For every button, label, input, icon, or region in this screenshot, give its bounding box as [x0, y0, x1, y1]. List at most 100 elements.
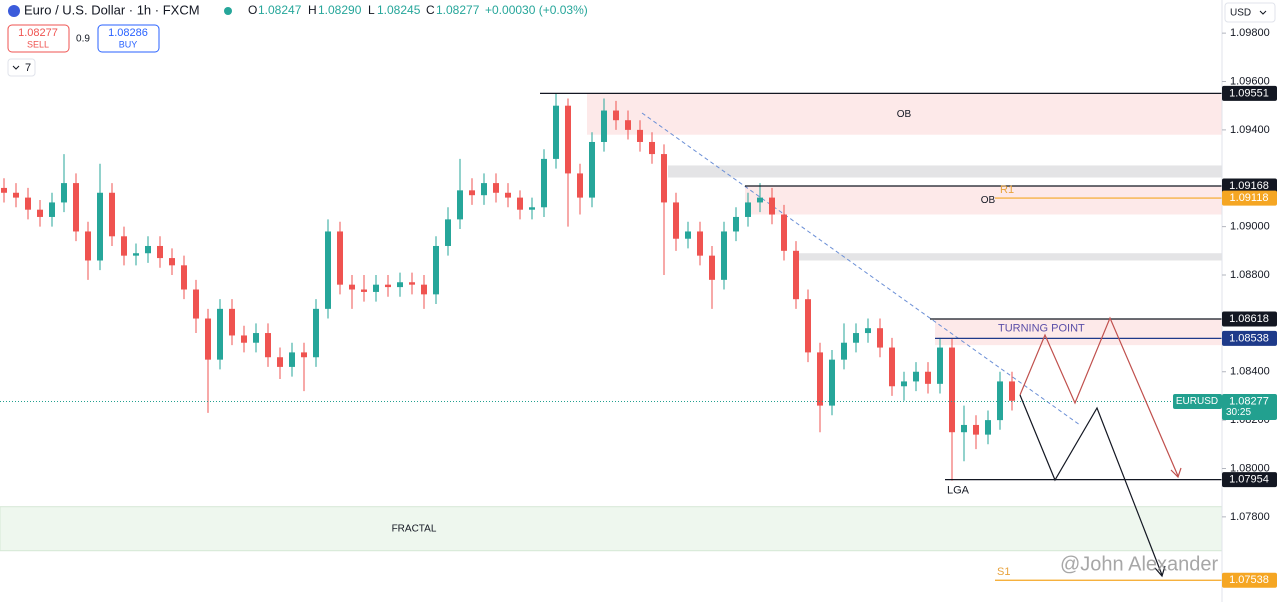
- levels: R1 TURNING POINT LGA S1: [0, 92, 1222, 581]
- y-tick-label: 1.08400: [1230, 366, 1270, 378]
- candle-body: [829, 359, 835, 406]
- level-label: R1: [1000, 184, 1014, 196]
- candle-body: [973, 424, 979, 435]
- y-tick-label: 1.07800: [1230, 511, 1270, 523]
- price-tag-label: 1.09118: [1230, 192, 1269, 204]
- zone: [587, 93, 1222, 135]
- status-dot: [224, 7, 232, 15]
- chevron: [12, 65, 20, 70]
- candle-body: [229, 308, 235, 336]
- candle-body: [301, 352, 307, 358]
- candle-body: [853, 333, 859, 343]
- projection-red: [1019, 316, 1179, 477]
- symbol: Euro / U.S. Dollar · 1h · FXCM: [24, 2, 200, 17]
- ohlc-label: L: [368, 3, 375, 17]
- zone-label: FRACTAL: [392, 523, 437, 534]
- currency: USD: [1230, 8, 1251, 19]
- last-price-tag: [1222, 393, 1277, 420]
- candle-body: [901, 381, 907, 387]
- price-tag: [1222, 572, 1277, 588]
- candle-body: [121, 236, 127, 256]
- zone: [745, 185, 1222, 215]
- projection-black: [1019, 394, 1163, 576]
- candle-body: [925, 371, 931, 384]
- candle-body: [553, 105, 559, 159]
- candle-body: [37, 209, 43, 217]
- candle-body: [61, 183, 67, 203]
- candle-body: [361, 289, 367, 292]
- candle-body: [733, 216, 739, 232]
- candle-body: [817, 352, 823, 406]
- countdown: 30:25: [1226, 407, 1251, 418]
- price-tag: [1222, 85, 1277, 101]
- candle-body: [157, 245, 163, 259]
- candle-body: [745, 202, 751, 217]
- candle-body: [97, 192, 103, 261]
- candle-body: [73, 183, 79, 232]
- symbol-icon: [8, 5, 20, 17]
- candle-body: [865, 328, 871, 334]
- candle-body: [169, 258, 175, 266]
- sell-label: SELL: [27, 39, 49, 49]
- candle-body: [637, 129, 643, 142]
- price-tag-label: 1.08618: [1229, 313, 1269, 325]
- candle-body: [721, 231, 727, 280]
- candle-body: [13, 192, 19, 198]
- zone: [795, 253, 1222, 261]
- zone-label: OB: [981, 195, 996, 206]
- candle-body: [649, 141, 655, 155]
- candle-body: [217, 308, 223, 360]
- candle-body: [85, 231, 91, 261]
- candle-body: [769, 197, 775, 215]
- candle-body: [193, 289, 199, 319]
- ohlc-label: C: [426, 3, 435, 17]
- price-tag: [1222, 311, 1277, 327]
- candle-body: [985, 420, 991, 435]
- candle-body: [205, 318, 211, 360]
- price-tag: [1222, 472, 1277, 488]
- price-tag-label: 1.07954: [1229, 474, 1269, 486]
- candle-body: [253, 333, 259, 343]
- candle-body: [661, 154, 667, 203]
- candle-body: [241, 335, 247, 343]
- candle-body: [493, 183, 499, 193]
- candle-body: [841, 342, 847, 360]
- price-tag: [1222, 190, 1277, 206]
- buy-price: 1.08286: [108, 27, 148, 39]
- y-tick-label: 1.09600: [1230, 75, 1270, 87]
- ohlc-value: 1.08290: [318, 3, 362, 17]
- candle-body: [961, 424, 967, 433]
- candle-body: [457, 190, 463, 220]
- candle-body: [565, 105, 571, 174]
- change: +0.00030 (+0.03%): [485, 3, 588, 17]
- price-tag-label: 1.09168: [1229, 180, 1269, 192]
- candle-body: [805, 299, 811, 353]
- candle-body: [589, 141, 595, 198]
- buy-button[interactable]: [97, 24, 160, 53]
- y-tick-label: 1.08000: [1230, 462, 1270, 474]
- sell-button[interactable]: [7, 24, 70, 53]
- candle-body: [469, 190, 475, 196]
- y-tick-label: 1.09800: [1230, 27, 1270, 39]
- candle-body: [697, 231, 703, 256]
- last-price-label: 1.08277: [1229, 395, 1269, 407]
- level-label: LGA: [947, 485, 970, 497]
- price-tag-label: 1.09551: [1229, 87, 1269, 99]
- candle-body: [277, 357, 283, 367]
- symbol-tag: [1173, 393, 1222, 409]
- ohlc-value: 1.08247: [258, 3, 302, 17]
- currency-button[interactable]: [1224, 2, 1276, 23]
- candle-body: [1009, 381, 1015, 401]
- chevron: [1259, 10, 1267, 15]
- candle-body: [265, 333, 271, 358]
- symbol-tag-label: EURUSD: [1176, 396, 1218, 407]
- candle-body: [781, 214, 787, 251]
- candle-body: [25, 197, 31, 210]
- indicators-toggle[interactable]: [7, 58, 36, 77]
- price-tag: [1222, 330, 1277, 346]
- candle-body: [433, 245, 439, 295]
- candle-body: [421, 284, 427, 295]
- y-tick-label: 1.09400: [1230, 124, 1270, 136]
- arrow-head: [1154, 565, 1166, 578]
- candle-body: [673, 202, 679, 239]
